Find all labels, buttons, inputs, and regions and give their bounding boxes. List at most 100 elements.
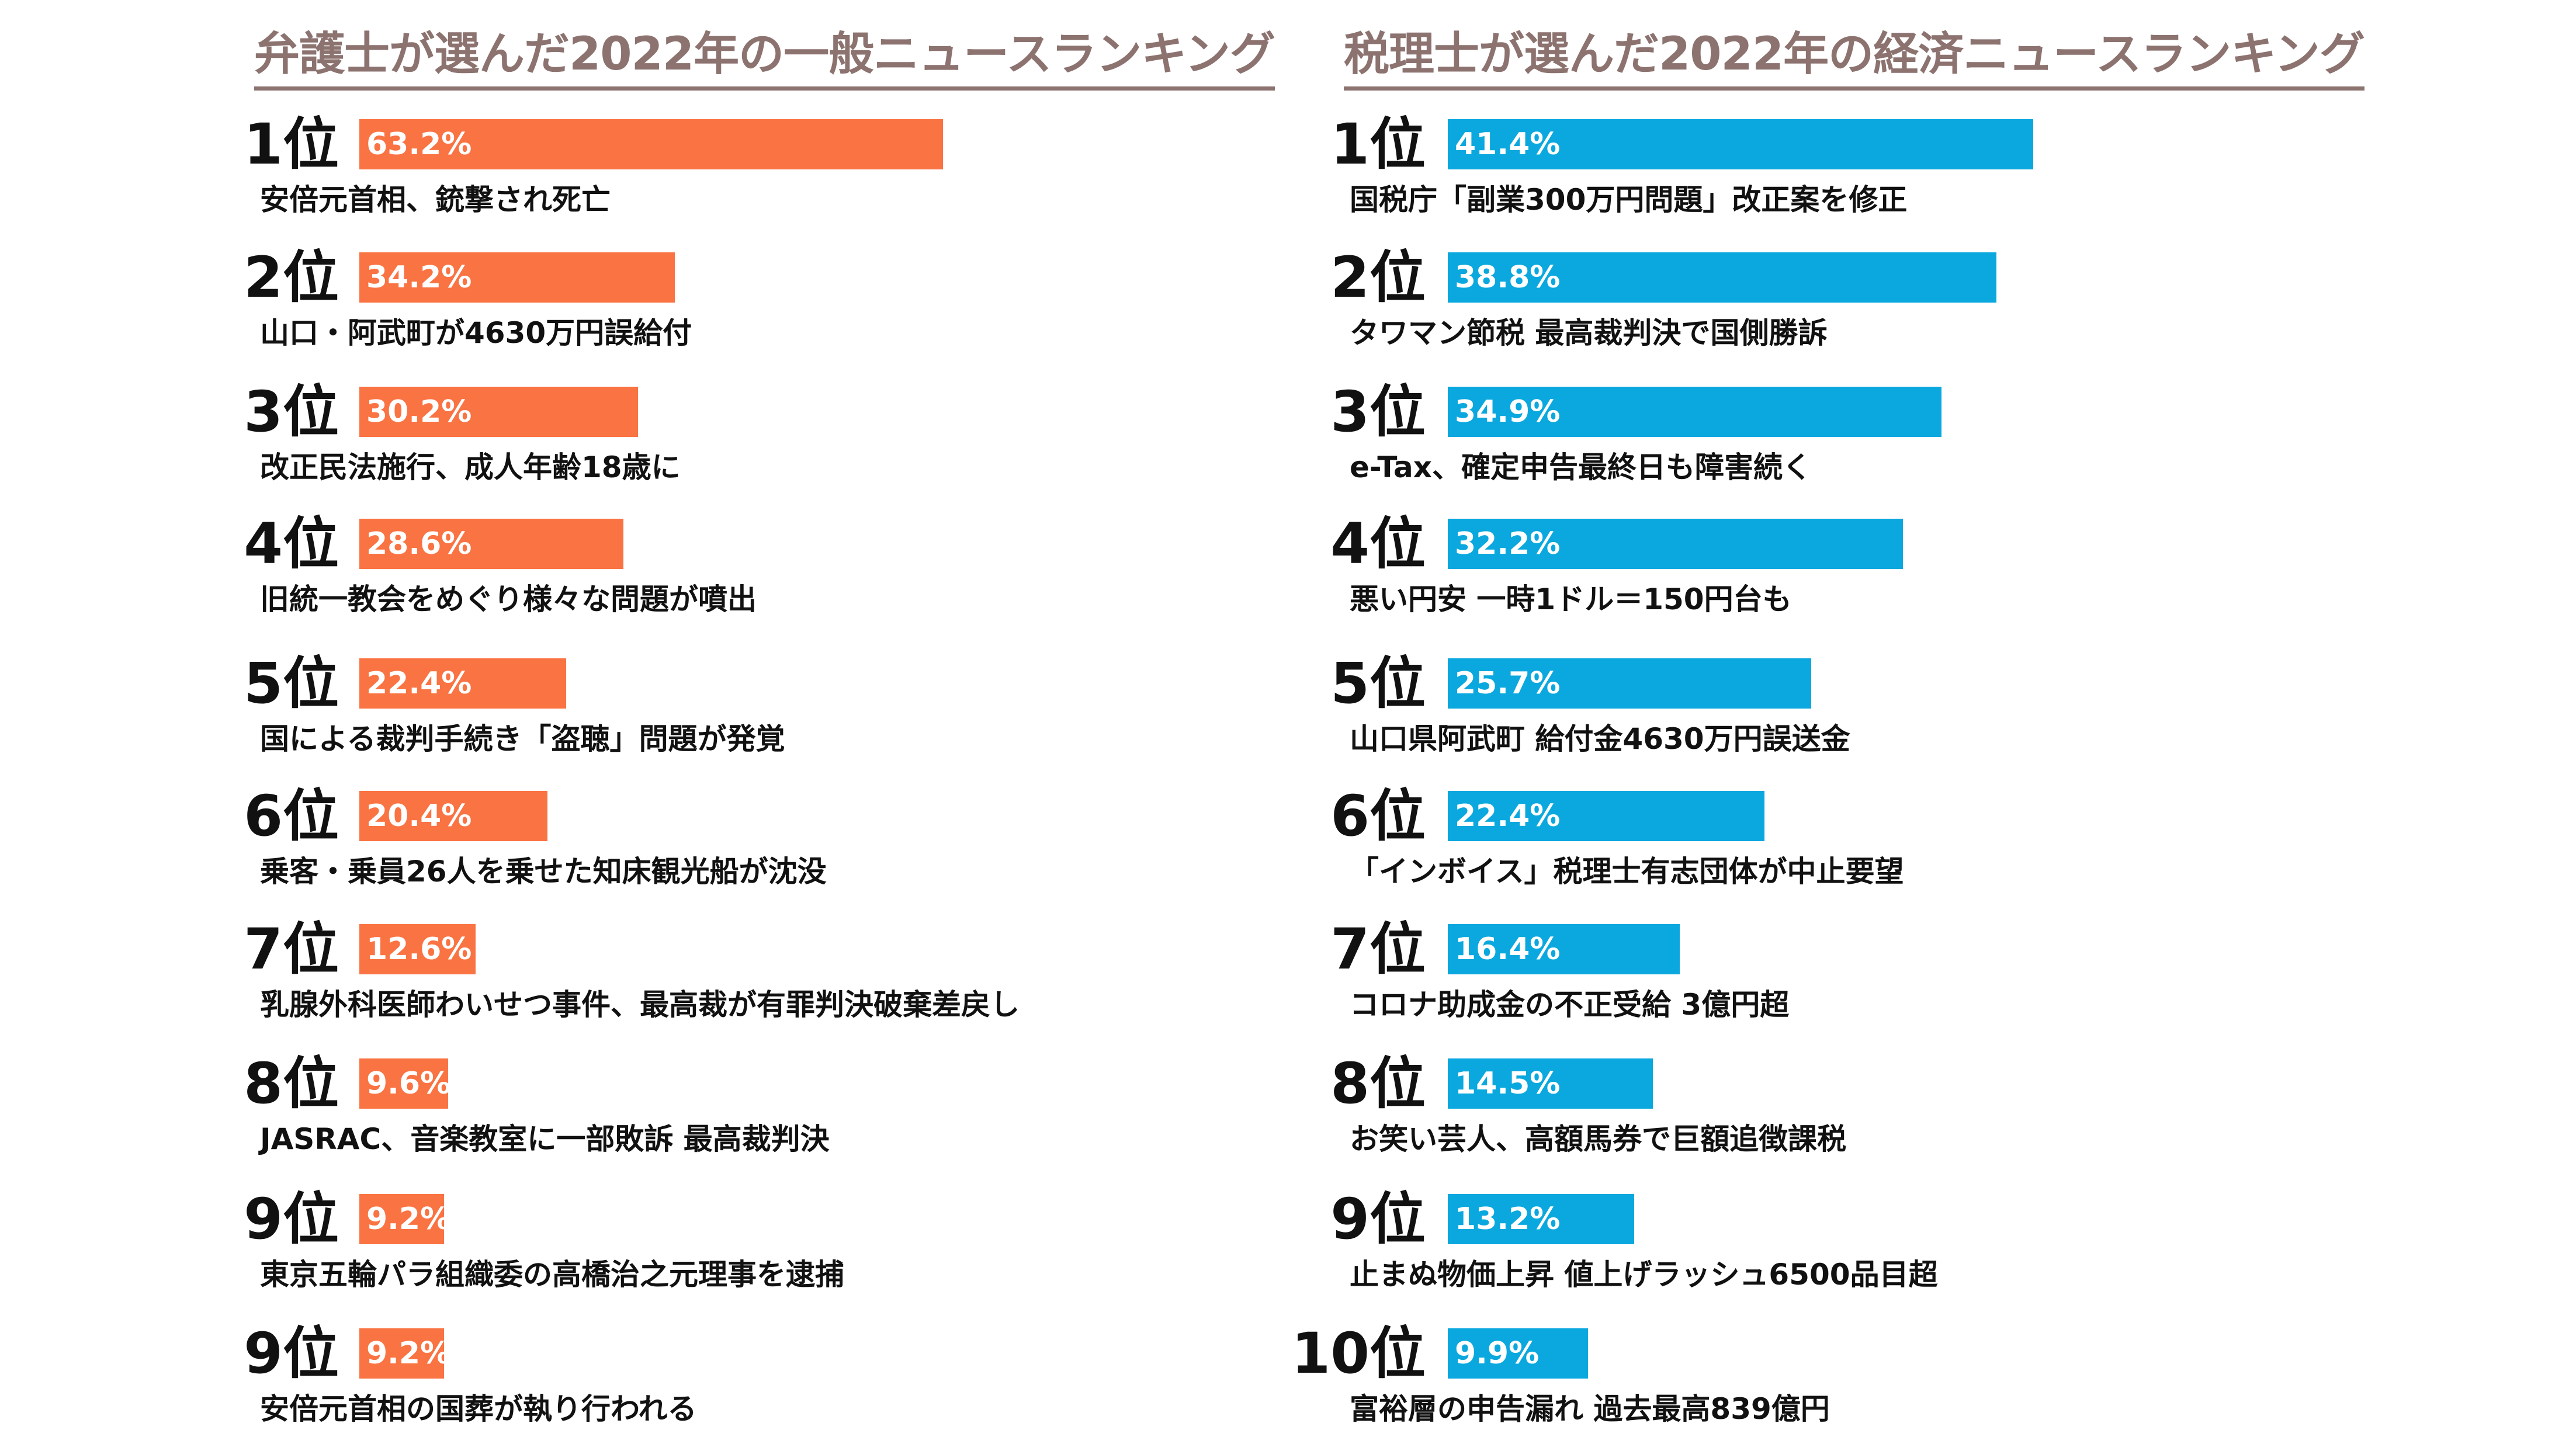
percentage-bar: [359, 387, 638, 437]
percentage-bar: [1448, 1058, 1653, 1109]
percentage-label: 9.2%: [366, 1336, 451, 1371]
news-headline: 国による裁判手続き「盗聴」問題が発覚: [260, 722, 785, 756]
news-headline: 止まぬ物価上昇 値上げラッシュ6500品目超: [1350, 1258, 1938, 1292]
percentage-label: 41.4%: [1455, 127, 1561, 162]
news-headline: 東京五輪パラ組織委の高橋治之元理事を逮捕: [260, 1258, 844, 1292]
news-headline: 安倍元首相、銃撃され死亡: [260, 183, 611, 217]
percentage-bar: [359, 791, 547, 841]
percentage-label: 28.6%: [366, 526, 472, 561]
news-headline: 旧統一教会をめぐり様々な問題が噴出: [260, 582, 757, 616]
percentage-label: 34.9%: [1455, 394, 1561, 429]
lawyer-ranking-row: 5位 22.4% 国による裁判手続き「盗聴」問題が発覚: [0, 651, 2576, 762]
lawyer-ranking-row: 3位 30.2% 改正民法施行、成人年齢18歳に: [0, 380, 2576, 491]
tax-accountant-ranking-row: 5位 25.7% 山口県阿武町 給付金4630万円誤送金: [0, 651, 2576, 762]
lawyer-ranking-row: 2位 34.2% 山口・阿武町が4630万円誤給付: [0, 245, 2576, 356]
percentage-bar: [1448, 252, 1996, 303]
tax-accountant-ranking-row: 3位 34.9% e-Tax、確定申告最終日も障害続く: [0, 380, 2576, 491]
percentage-bar: [1448, 387, 1941, 437]
percentage-bar: [359, 658, 566, 709]
rank-label: 7位: [244, 917, 339, 982]
lawyer-ranking-row: 6位 20.4% 乗客・乗員26人を乗せた知床観光船が沈没: [0, 784, 2576, 895]
lawyer-ranking-row: 9位 9.2% 安倍元首相の国葬が執り行われる: [0, 1321, 2576, 1432]
tax-accountant-ranking-row: 6位 22.4% 「インボイス」税理士有志団体が中止要望: [0, 784, 2576, 895]
percentage-label: 30.2%: [366, 394, 472, 429]
rank-label: 6位: [244, 783, 339, 849]
percentage-bar: [359, 252, 675, 303]
tax-accountant-ranking-row: 9位 13.2% 止まぬ物価上昇 値上げラッシュ6500品目超: [0, 1187, 2576, 1298]
lawyer-ranking-title: 弁護士が選んだ2022年の一般ニュースランキング: [254, 22, 1275, 91]
percentage-bar: [359, 1328, 444, 1379]
news-headline: 国税庁「副業300万円問題」改正案を修正: [1350, 183, 1908, 217]
percentage-bar: [359, 519, 623, 569]
percentage-bar: [1448, 119, 2033, 169]
tax-accountant-ranking-row: 4位 32.2% 悪い円安 一時1ドル＝150円台も: [0, 512, 2576, 623]
news-headline: JASRAC、音楽教室に一部敗訴 最高裁判決: [260, 1122, 830, 1156]
rank-label: 8位: [244, 1051, 339, 1116]
tax-accountant-ranking-row: 8位 14.5% お笑い芸人、高額馬券で巨額追徴課税: [0, 1051, 2576, 1162]
news-headline: 山口・阿武町が4630万円誤給付: [260, 316, 692, 350]
rank-label: 5位: [1330, 651, 1426, 716]
percentage-label: 9.6%: [366, 1066, 451, 1101]
lawyer-ranking-row: 4位 28.6% 旧統一教会をめぐり様々な問題が噴出: [0, 512, 2576, 623]
percentage-label: 22.4%: [1455, 799, 1561, 834]
rank-label: 9位: [1330, 1186, 1426, 1252]
percentage-bar: [1448, 1194, 1634, 1244]
percentage-bar: [359, 1194, 444, 1244]
rank-label: 9位: [244, 1321, 339, 1386]
rank-label: 2位: [244, 245, 339, 310]
rank-label: 3位: [1330, 379, 1426, 445]
percentage-bar: [359, 119, 943, 169]
lawyer-ranking-row: 9位 9.2% 東京五輪パラ組織委の高橋治之元理事を逮捕: [0, 1187, 2576, 1298]
rank-label: 1位: [244, 112, 339, 177]
percentage-bar: [1448, 519, 1903, 569]
rank-label: 2位: [1330, 245, 1426, 310]
news-headline: 乗客・乗員26人を乗せた知床観光船が沈没: [260, 855, 827, 888]
percentage-bar: [1448, 791, 1764, 841]
tax-accountant-news-ranking-panel: 税理士が選んだ2022年の経済ニュースランキング 1位 41.4% 国税庁「副業30…: [0, 0, 2364, 1451]
tax-accountant-ranking-title: 税理士が選んだ2022年の経済ニュースランキング: [1344, 22, 2365, 91]
rank-label: 6位: [1330, 783, 1426, 849]
percentage-label: 63.2%: [366, 127, 472, 162]
percentage-label: 13.2%: [1455, 1202, 1561, 1237]
lawyer-ranking-row: 7位 12.6% 乳腺外科医師わいせつ事件、最高裁が有罪判決破棄差戻し: [0, 917, 2576, 1028]
rank-label: 9位: [244, 1186, 339, 1252]
percentage-label: 9.9%: [1455, 1336, 1540, 1371]
tax-accountant-ranking-row: 7位 16.4% コロナ助成金の不正受給 3億円超: [0, 917, 2576, 1028]
tax-accountant-ranking-row: 2位 38.8% タワマン節税 最高裁判決で国側勝訴: [0, 245, 2576, 356]
news-headline: e-Tax、確定申告最終日も障害続く: [1350, 450, 1812, 484]
rank-label: 10位: [1291, 1321, 1426, 1386]
news-headline: 悪い円安 一時1ドル＝150円台も: [1350, 582, 1792, 616]
rank-label: 4位: [1330, 511, 1426, 577]
percentage-label: 14.5%: [1455, 1066, 1561, 1101]
lawyer-ranking-row: 1位 63.2% 安倍元首相、銃撃され死亡: [0, 112, 2576, 223]
news-headline: タワマン節税 最高裁判決で国側勝訴: [1350, 316, 1828, 350]
percentage-label: 32.2%: [1455, 526, 1561, 561]
percentage-label: 9.2%: [366, 1202, 451, 1237]
percentage-label: 16.4%: [1455, 932, 1561, 967]
tax-accountant-ranking-row: 1位 41.4% 国税庁「副業300万円問題」改正案を修正: [0, 112, 2576, 223]
percentage-bar: [359, 1058, 448, 1109]
percentage-bar: [359, 924, 476, 974]
rank-label: 5位: [244, 651, 339, 716]
news-headline: 安倍元首相の国葬が執り行われる: [260, 1392, 697, 1426]
news-headline: 改正民法施行、成人年齢18歳に: [260, 450, 681, 484]
rank-label: 1位: [1330, 112, 1426, 177]
news-headline: 山口県阿武町 給付金4630万円誤送金: [1350, 722, 1850, 756]
rank-label: 7位: [1330, 917, 1426, 982]
percentage-label: 20.4%: [366, 799, 472, 834]
rank-label: 8位: [1330, 1051, 1426, 1116]
lawyer-ranking-row: 8位 9.6% JASRAC、音楽教室に一部敗訴 最高裁判決: [0, 1051, 2576, 1162]
rank-label: 3位: [244, 379, 339, 445]
news-headline: 富裕層の申告漏れ 過去最高839億円: [1350, 1392, 1830, 1426]
news-headline: お笑い芸人、高額馬券で巨額追徴課税: [1350, 1122, 1846, 1156]
percentage-label: 12.6%: [366, 932, 472, 967]
percentage-bar: [1448, 1328, 1588, 1379]
news-headline: コロナ助成金の不正受給 3億円超: [1350, 988, 1790, 1022]
percentage-label: 22.4%: [366, 666, 472, 701]
lawyer-news-ranking-panel: 弁護士が選んだ2022年の一般ニュースランキング 1位 63.2% 安倍元首相、銃撃…: [0, 0, 1275, 1451]
percentage-bar: [1448, 924, 1680, 974]
percentage-label: 34.2%: [366, 260, 472, 295]
tax-accountant-ranking-row: 10位 9.9% 富裕層の申告漏れ 過去最高839億円: [0, 1321, 2576, 1432]
rank-label: 4位: [244, 511, 339, 577]
news-headline: 「インボイス」税理士有志団体が中止要望: [1350, 855, 1904, 888]
